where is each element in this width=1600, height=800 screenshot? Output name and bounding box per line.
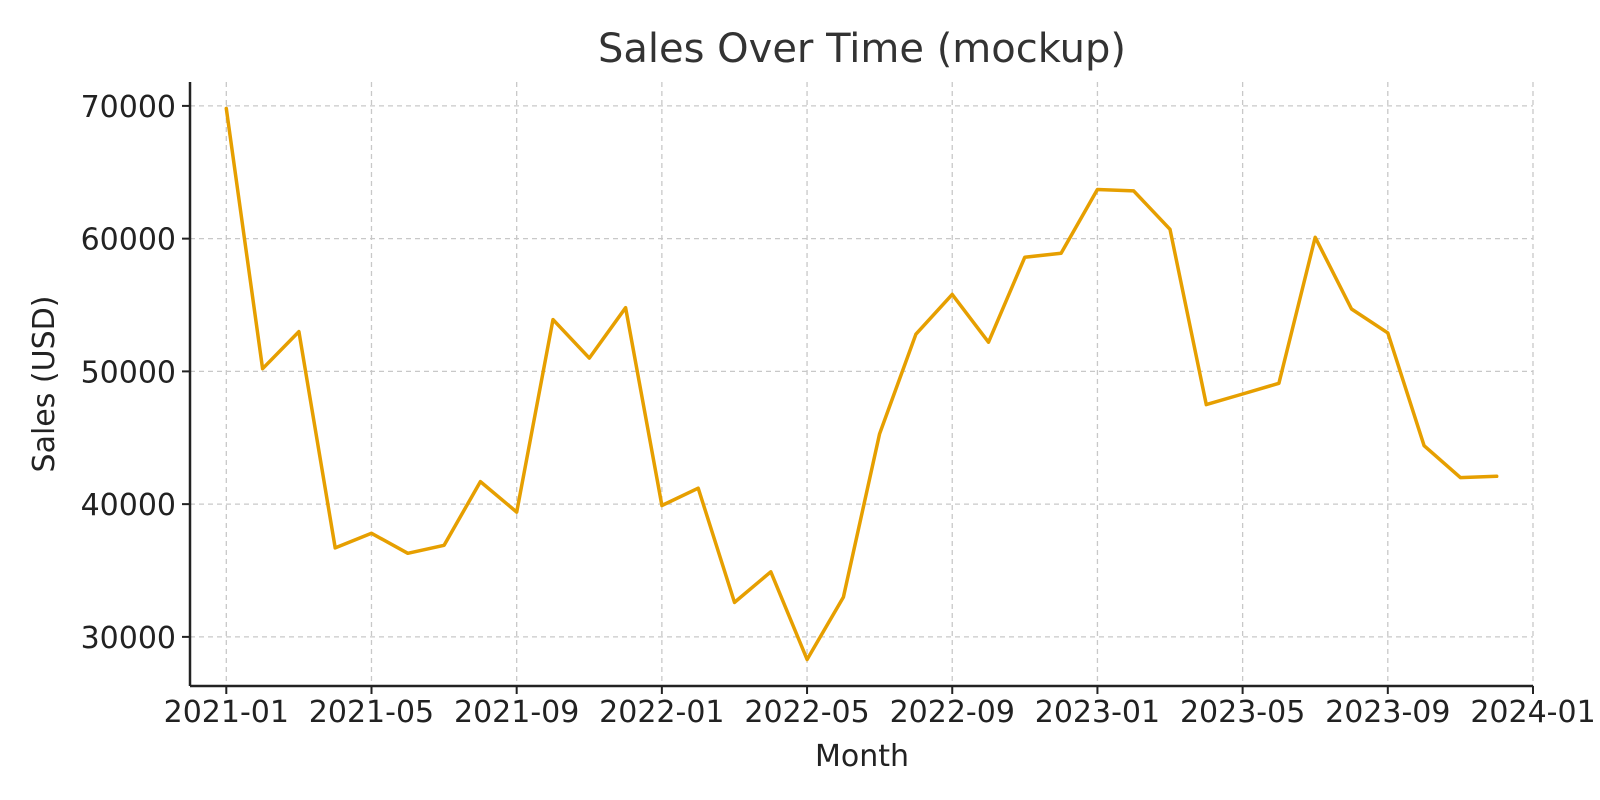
axes-layer [188,82,1533,688]
x-tick-label: 2021-01 [164,695,289,730]
y-tick-label: 60000 [81,223,176,258]
x-tick-label: 2023-05 [1180,695,1305,730]
y-tick-label: 30000 [81,621,176,656]
x-tick-label: 2021-05 [309,695,434,730]
x-tick-label: 2022-01 [599,695,724,730]
x-tick-label: 2023-09 [1325,695,1450,730]
y-tick-label: 70000 [81,90,176,125]
chart-title: Sales Over Time (mockup) [598,26,1126,72]
x-tick-label: 2022-09 [890,695,1015,730]
ticks-layer: 30000 40000 50000 60000 70000 2021-01 2021-05 2… [81,90,1596,730]
y-tick-label: 40000 [81,488,176,523]
sales-series-line [224,106,1499,662]
y-axis-label: Sales (USD) [27,296,62,473]
x-tick-label: 2023-01 [1035,695,1160,730]
series-layer [224,106,1499,662]
x-tick-label: 2024-01 [1470,695,1595,730]
grid-layer [190,82,1534,686]
x-axis-label: Month [815,739,909,774]
x-tick-label: 2021-09 [454,695,579,730]
y-tick-label: 50000 [81,355,176,390]
x-tick-label: 2022-05 [744,695,869,730]
